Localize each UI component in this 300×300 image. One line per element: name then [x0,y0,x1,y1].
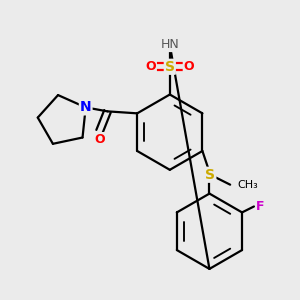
Text: F: F [205,168,214,181]
Text: HN: HN [160,38,179,52]
Text: CH₃: CH₃ [237,180,258,190]
Text: O: O [146,60,156,73]
Text: O: O [94,133,105,146]
Text: O: O [183,60,194,73]
Text: N: N [80,100,92,114]
Text: S: S [205,168,215,182]
Text: S: S [165,60,175,74]
Text: F: F [256,200,264,213]
